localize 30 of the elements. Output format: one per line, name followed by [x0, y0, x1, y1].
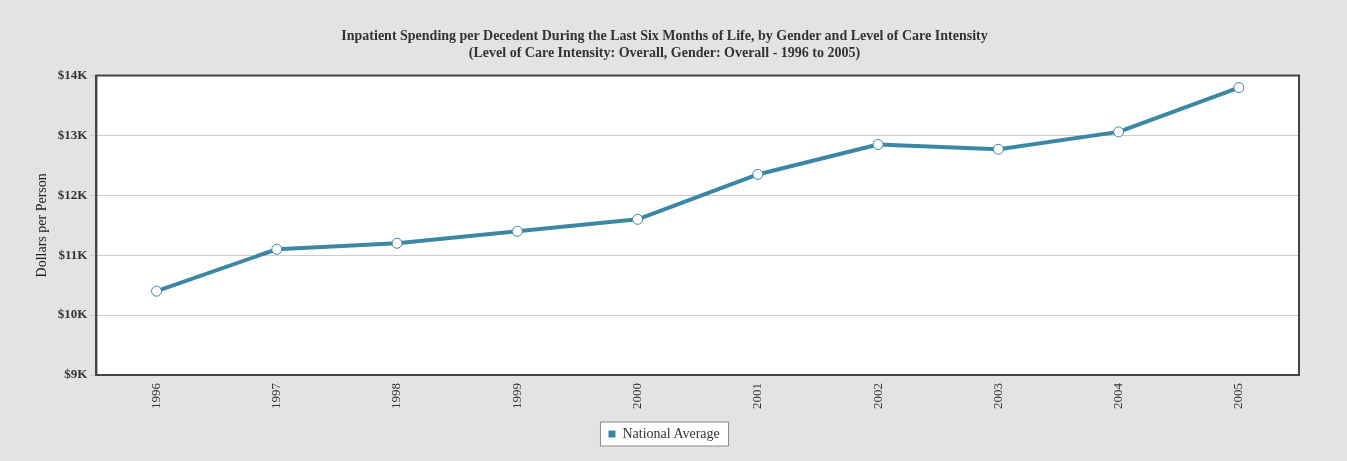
point [391, 237, 403, 249]
y-tick-label: $13K [57, 126, 89, 142]
x-tick-label: 2000 [629, 383, 644, 409]
y-tick-label: $11K [58, 246, 89, 262]
point [992, 143, 1004, 155]
y-tick-label: $9K [64, 366, 89, 382]
y-tick-label: $12K [57, 186, 89, 202]
chart-title: Inpatient Spending per Decedent During the Last Six Months of Life, by Gender and Level of Care Intensity [341, 28, 988, 44]
point [1113, 126, 1125, 138]
point [632, 213, 644, 225]
x-tick-label: 2005 [1230, 383, 1246, 409]
point [1233, 82, 1245, 94]
x-tick-label: 2002 [869, 383, 885, 409]
point [151, 285, 163, 297]
point [872, 138, 884, 150]
point [511, 225, 523, 237]
x-tick-label: 2003 [989, 383, 1005, 409]
x-tick-label: 1999 [508, 383, 524, 409]
y-axis-title: Dollars per Person [34, 173, 50, 278]
x-tick-label: 2004 [1110, 382, 1126, 409]
point [752, 168, 764, 180]
x-tick-label: 1996 [147, 382, 163, 409]
y-tick-label: $14K [57, 66, 89, 82]
x-tick-label: 1998 [388, 383, 404, 409]
legend-label: National Average [622, 425, 720, 441]
x-tick-label: 2001 [749, 383, 765, 409]
y-tick-label: $10K [57, 306, 89, 322]
chart-subtitle: (Level of Care Intensity: Overall, Gender: Overall - 1996 to 2005) [468, 44, 861, 61]
x-tick-label: 1997 [268, 382, 284, 409]
point [271, 243, 283, 255]
